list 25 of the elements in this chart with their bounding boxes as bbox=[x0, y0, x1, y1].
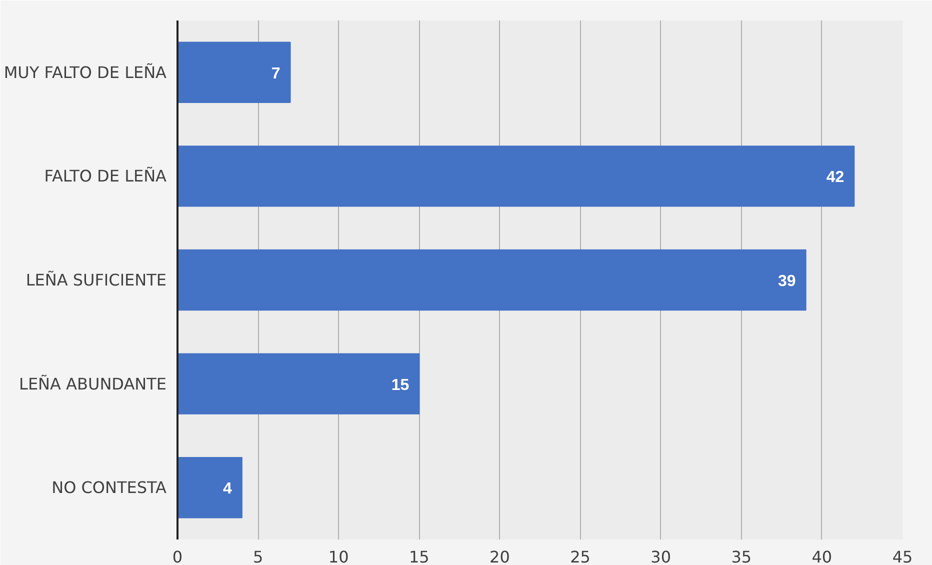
data-label: 4 bbox=[223, 480, 232, 498]
x-tick-label: 40 bbox=[812, 548, 832, 565]
y-tick-label: MUY FALTO DE LEÑA bbox=[4, 62, 167, 82]
bar bbox=[178, 42, 291, 103]
bar bbox=[178, 249, 806, 311]
data-label: 42 bbox=[826, 169, 844, 186]
data-label: 7 bbox=[271, 65, 280, 82]
x-tick-label: 45 bbox=[892, 548, 913, 565]
x-tick-label: 5 bbox=[252, 548, 264, 565]
x-tick-label: 25 bbox=[570, 548, 590, 565]
y-tick-label: NO CONTESTA bbox=[52, 478, 167, 498]
y-tick-label: FALTO DE LEÑA bbox=[44, 166, 167, 186]
x-tick-label: 20 bbox=[490, 548, 510, 565]
y-tick-label: LEÑA ABUNDANTE bbox=[19, 374, 167, 394]
data-label: 39 bbox=[778, 273, 796, 290]
data-label: 15 bbox=[391, 376, 410, 394]
x-tick-label: 15 bbox=[408, 548, 430, 565]
x-tick-label: 35 bbox=[731, 548, 752, 565]
y-tick-label: LEÑA SUFICIENTE bbox=[26, 270, 167, 290]
bar bbox=[178, 457, 242, 518]
x-tick-label: 30 bbox=[650, 548, 672, 565]
x-tick-label: 0 bbox=[172, 548, 183, 565]
bar bbox=[178, 353, 420, 414]
bar bbox=[178, 146, 855, 207]
x-tick-label: 10 bbox=[328, 548, 349, 565]
